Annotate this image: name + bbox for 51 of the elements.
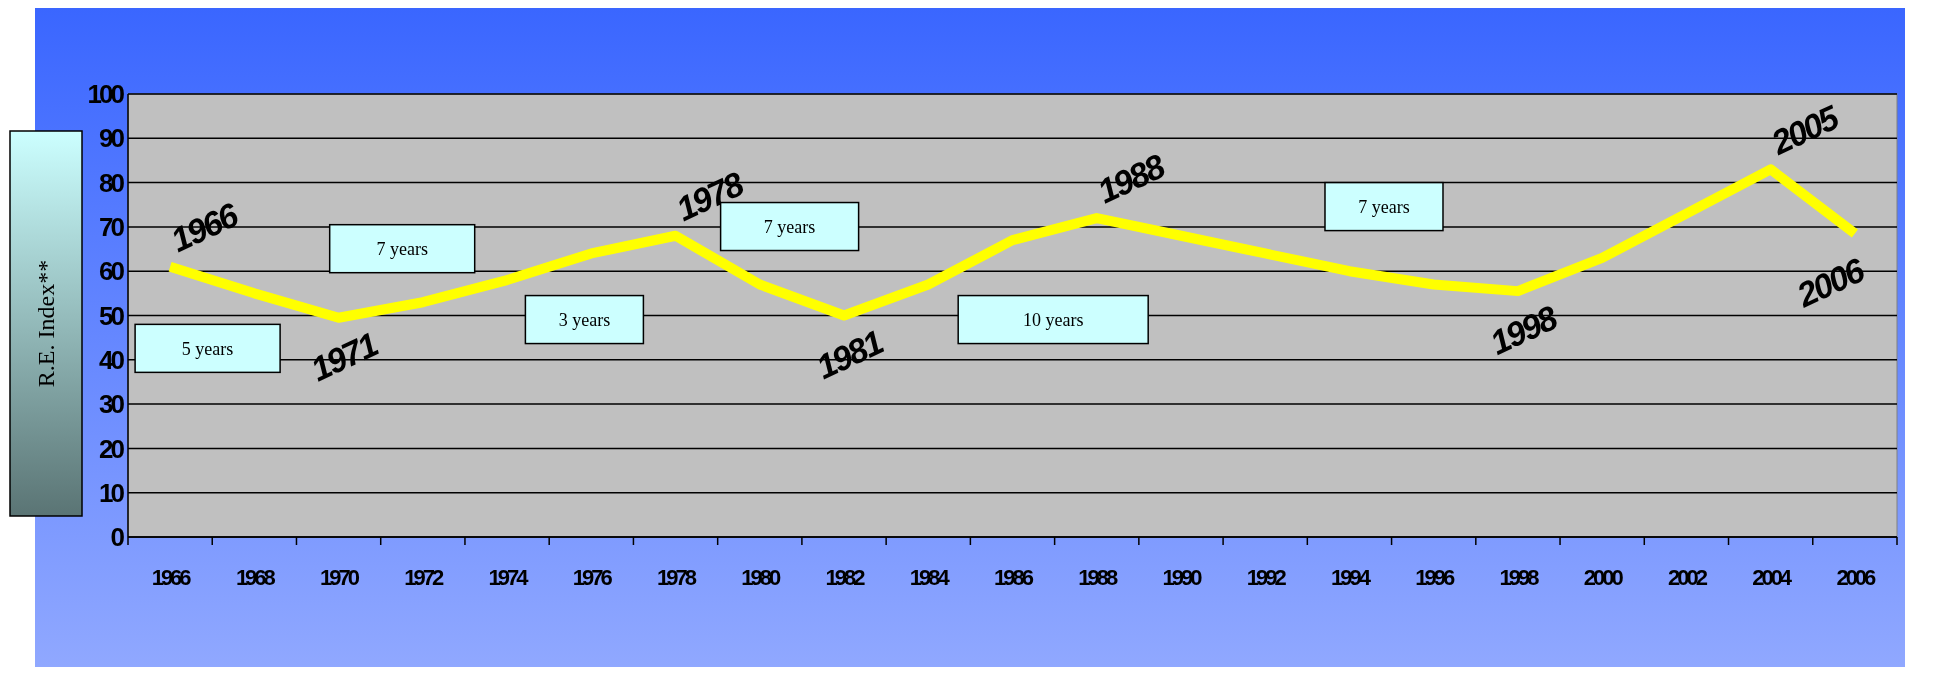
annotation: 1998 — [1484, 297, 1564, 362]
y-tick-label: 60 — [99, 256, 125, 287]
x-tick-label: 1976 — [572, 565, 613, 590]
y-tick-label: 80 — [99, 167, 125, 198]
x-tick-label: 1982 — [825, 565, 866, 590]
x-tick-label: 1996 — [1415, 565, 1455, 590]
x-tick-label: 2002 — [1667, 565, 1708, 590]
x-tick-label: 1968 — [235, 565, 276, 590]
x-tick-label: 1978 — [657, 565, 697, 590]
x-tick-label: 1990 — [1162, 565, 1203, 590]
annotation: 2006 — [1790, 249, 1872, 315]
x-tick-label: 1998 — [1499, 565, 1540, 590]
x-tick-label: 2006 — [1836, 565, 1877, 590]
x-tick-label: 1970 — [320, 565, 360, 590]
annotation: 3 years — [558, 309, 611, 330]
annotation: 7 years — [763, 216, 816, 237]
x-tick-label: 1986 — [994, 565, 1034, 590]
y-tick-label: 90 — [99, 123, 125, 154]
y-tick-label: 0 — [110, 522, 125, 553]
x-tick-label: 1984 — [909, 565, 951, 590]
y-tick-label: 70 — [99, 212, 125, 242]
x-tick-label: 1966 — [151, 565, 192, 590]
annotation: 7 years — [1358, 196, 1410, 217]
note-box: 3 years — [524, 294, 645, 345]
annotation: 1971 — [304, 324, 384, 389]
x-tick-label: 1992 — [1246, 565, 1287, 590]
y-tick-label: 20 — [99, 433, 125, 464]
y-tick-label: 100 — [87, 79, 125, 110]
annotation: 5 years — [181, 338, 234, 359]
note-box: 5 years — [134, 323, 281, 374]
y-tick-label: 10 — [99, 477, 125, 508]
annotation: 2005 — [1764, 97, 1846, 163]
annotation: 10 years — [1022, 309, 1084, 330]
x-tick-label: 1980 — [741, 565, 782, 590]
y-axis-title: R.E. Index** — [33, 259, 59, 388]
note-box: 10 years — [957, 294, 1149, 345]
annotation: 1966 — [165, 194, 246, 260]
y-tick-label: 30 — [99, 389, 125, 420]
y-tick-label: 40 — [99, 344, 125, 375]
note-box: 7 years — [328, 223, 476, 274]
x-tick-label: 1974 — [488, 565, 530, 590]
y-tick-label: 50 — [99, 300, 125, 331]
x-tick-label: 1988 — [1078, 565, 1118, 590]
x-tick-label: 2000 — [1583, 565, 1624, 590]
annotation: 1981 — [810, 322, 889, 387]
note-box: 7 years — [1324, 181, 1444, 232]
x-tick-label: 2004 — [1752, 565, 1793, 590]
x-tick-label: 1994 — [1330, 565, 1372, 590]
x-tick-label: 1972 — [404, 565, 445, 590]
annotation: 1988 — [1091, 146, 1171, 211]
annotation: 7 years — [376, 238, 428, 259]
